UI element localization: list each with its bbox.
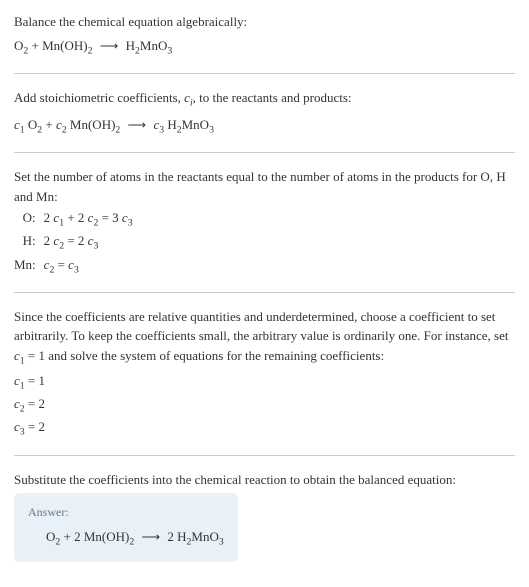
atom-label: O: (14, 208, 44, 231)
atom-label: Mn: (14, 255, 44, 278)
divider (14, 73, 515, 74)
intro-section: Balance the chemical equation algebraica… (14, 12, 515, 59)
arrow-icon: ⟶ (124, 117, 151, 132)
divider (14, 292, 515, 293)
intro-equation: O2 + Mn(OH)2 ⟶ H2MnO3 (14, 36, 515, 59)
underdetermined-section: Since the coefficients are relative quan… (14, 307, 515, 441)
atom-equation: 2 c2 = 2 c3 (44, 231, 133, 254)
underdetermined-text: Since the coefficients are relative quan… (14, 307, 515, 369)
coeff-c3: c3 = 2 (14, 417, 515, 440)
divider (14, 152, 515, 153)
answer-box: Answer: O2 + 2 Mn(OH)2 ⟶ 2 H2MnO3 (14, 493, 238, 562)
atom-row-mn: Mn: c2 = c3 (14, 255, 133, 278)
answer-equation: O2 + 2 Mn(OH)2 ⟶ 2 H2MnO3 (28, 527, 224, 550)
coeff-c1: c1 = 1 (14, 371, 515, 394)
atom-equation: 2 c1 + 2 c2 = 3 c3 (44, 208, 133, 231)
product-h2mno3: H2MnO3 (126, 38, 173, 53)
atom-equation: c2 = c3 (44, 255, 133, 278)
coeff-c2: c2 = 2 (14, 394, 515, 417)
answer-label: Answer: (28, 503, 224, 521)
coefficient-list: c1 = 1 c2 = 2 c3 = 2 (14, 371, 515, 441)
atoms-section: Set the number of atoms in the reactants… (14, 167, 515, 278)
plus-symbol: + (28, 38, 42, 53)
atom-row-h: H: 2 c2 = 2 c3 (14, 231, 133, 254)
atoms-intro: Set the number of atoms in the reactants… (14, 167, 515, 206)
atoms-table: O: 2 c1 + 2 c2 = 3 c3 H: 2 c2 = 2 c3 Mn:… (14, 208, 133, 278)
stoich-equation: c1 O2 + c2 Mn(OH)2 ⟶ c3 H2MnO3 (14, 115, 515, 138)
divider (14, 455, 515, 456)
atom-label: H: (14, 231, 44, 254)
substitute-section: Substitute the coefficients into the che… (14, 470, 515, 563)
intro-text: Balance the chemical equation algebraica… (14, 12, 515, 32)
stoich-section: Add stoichiometric coefficients, ci, to … (14, 88, 515, 138)
arrow-icon: ⟶ (96, 38, 123, 53)
substitute-text: Substitute the coefficients into the che… (14, 470, 515, 490)
reactant-o2: O2 (14, 38, 28, 53)
reactant-mnoh2: Mn(OH)2 (42, 38, 92, 53)
arrow-icon: ⟶ (137, 529, 164, 544)
stoich-text: Add stoichiometric coefficients, ci, to … (14, 88, 515, 111)
atom-row-o: O: 2 c1 + 2 c2 = 3 c3 (14, 208, 133, 231)
